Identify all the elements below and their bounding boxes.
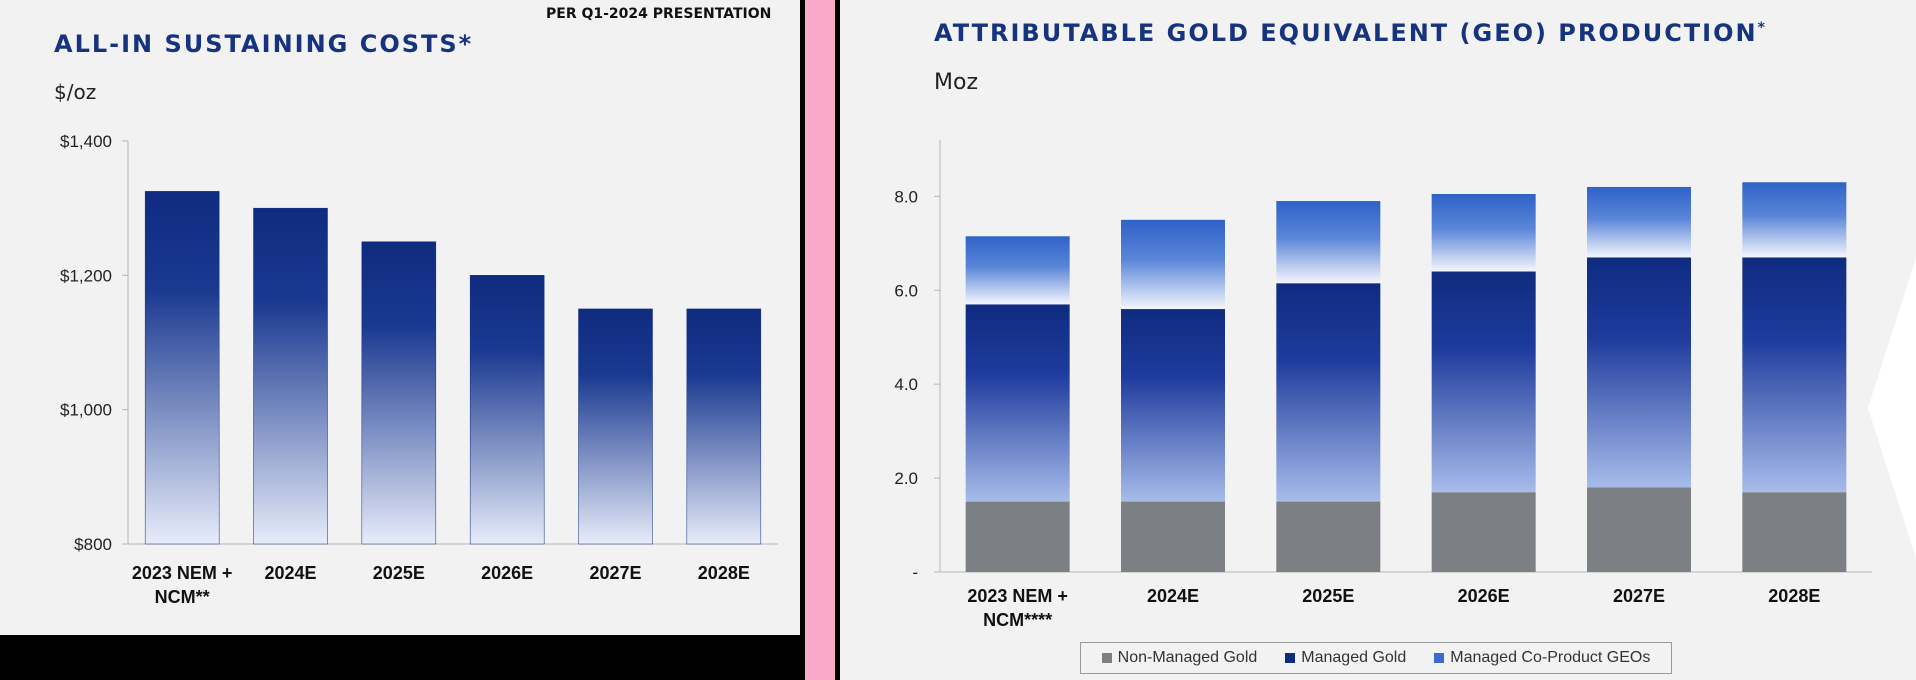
geo-bar-managed-gold <box>1742 257 1847 493</box>
geo-bar-managed-coproduct <box>1276 201 1381 284</box>
aisc-x-tick-label: 2026E <box>481 563 533 583</box>
aisc-bar <box>253 207 328 545</box>
geo-bar-non-managed-gold <box>1121 501 1225 572</box>
geo-bar-managed-gold <box>1587 257 1691 488</box>
geo-bar-managed-coproduct <box>965 236 1070 305</box>
aisc-y-tick-label: $1,200 <box>60 266 112 285</box>
geo-x-tick-label: 2023 NEM + NCM**** <box>967 586 1068 630</box>
geo-bar-non-managed-gold <box>965 501 1070 572</box>
geo-title-text: ATTRIBUTABLE GOLD EQUIVALENT (GEO) PRODU… <box>934 19 1758 47</box>
geo-y-tick-label: 4.0 <box>894 375 918 394</box>
geo-bar-managed-coproduct <box>1742 182 1847 258</box>
aisc-bar <box>578 308 653 545</box>
legend-swatch-managed <box>1285 653 1296 663</box>
legend-label-coproduct: Managed Co-Product GEOs <box>1450 649 1651 666</box>
aisc-bar <box>144 191 220 545</box>
legend-label-managed: Managed Gold <box>1301 649 1407 666</box>
aisc-y-tick-label: $1,400 <box>60 132 112 151</box>
legend-item-coproduct: Managed Co-Product GEOs <box>1434 649 1650 667</box>
geo-x-tick-label: 2025E <box>1302 586 1354 606</box>
geo-bar-managed-coproduct <box>1431 194 1536 272</box>
geo-x-tick-label: 2024E <box>1147 586 1199 606</box>
geo-chart: - 2.0 4.0 6.0 8.0 2023 NEM + NCM**** 2024E 2025E… <box>894 140 1872 630</box>
geo-bar-managed-gold <box>1431 271 1536 493</box>
geo-x-tick-label: 2026E <box>1458 586 1510 606</box>
aisc-x-tick-label: 2024E <box>264 563 316 583</box>
geo-bar-non-managed-gold <box>1587 487 1691 572</box>
geo-bar-managed-coproduct <box>1587 186 1691 258</box>
geo-bar-managed-coproduct <box>1121 219 1225 310</box>
geo-bar-non-managed-gold <box>1431 492 1536 572</box>
legend-label-non-managed: Non-Managed Gold <box>1117 649 1258 666</box>
aisc-title: ALL-IN SUSTAINING COSTS* <box>54 30 474 58</box>
geo-legend: Non-Managed Gold Managed Gold Managed Co… <box>1080 642 1672 674</box>
geo-x-tick-label: 2027E <box>1613 586 1665 606</box>
geo-title-mark: * <box>1757 20 1767 36</box>
geo-x-tick-label: 2028E <box>1768 586 1820 606</box>
legend-item-non-managed: Non-Managed Gold <box>1101 649 1258 667</box>
panel-divider <box>805 0 835 680</box>
aisc-x-tick-label: 2025E <box>373 563 425 583</box>
geo-y-tick-label: 2.0 <box>894 469 918 488</box>
legend-item-managed: Managed Gold <box>1285 649 1406 667</box>
source-note: PER Q1-2024 PRESENTATION <box>546 6 772 22</box>
aisc-bar <box>361 241 437 545</box>
aisc-chart: $800 $1,000 $1,200 $1,400 2023 NEM + NCM** 202… <box>60 132 778 607</box>
aisc-y-tick-label: $1,000 <box>60 401 112 420</box>
geo-bar-managed-gold <box>1121 309 1225 502</box>
geo-bar-managed-gold <box>1276 283 1381 502</box>
geo-bar-non-managed-gold <box>1742 492 1847 572</box>
aisc-bar <box>469 275 545 545</box>
page-edge-decoration <box>1868 258 1916 558</box>
geo-bar-managed-gold <box>965 304 1070 502</box>
geo-y-tick-label: 6.0 <box>894 281 918 300</box>
legend-swatch-non-managed <box>1101 653 1112 663</box>
geo-title: ATTRIBUTABLE GOLD EQUIVALENT (GEO) PRODU… <box>934 19 1767 47</box>
aisc-y-tick-label: $800 <box>74 535 112 554</box>
aisc-x-tick-label: 2023 NEM + NCM** <box>132 563 233 607</box>
aisc-bar <box>686 308 762 545</box>
aisc-unit-label: $/oz <box>54 80 97 104</box>
geo-bar-non-managed-gold <box>1276 501 1381 572</box>
geo-unit-label: Moz <box>934 70 978 95</box>
aisc-x-tick-label: 2027E <box>589 563 641 583</box>
legend-swatch-coproduct <box>1434 653 1445 663</box>
aisc-x-tick-label: 2028E <box>698 563 750 583</box>
geo-y-tick-label: 8.0 <box>894 187 918 206</box>
geo-y-tick-label: - <box>912 563 918 582</box>
